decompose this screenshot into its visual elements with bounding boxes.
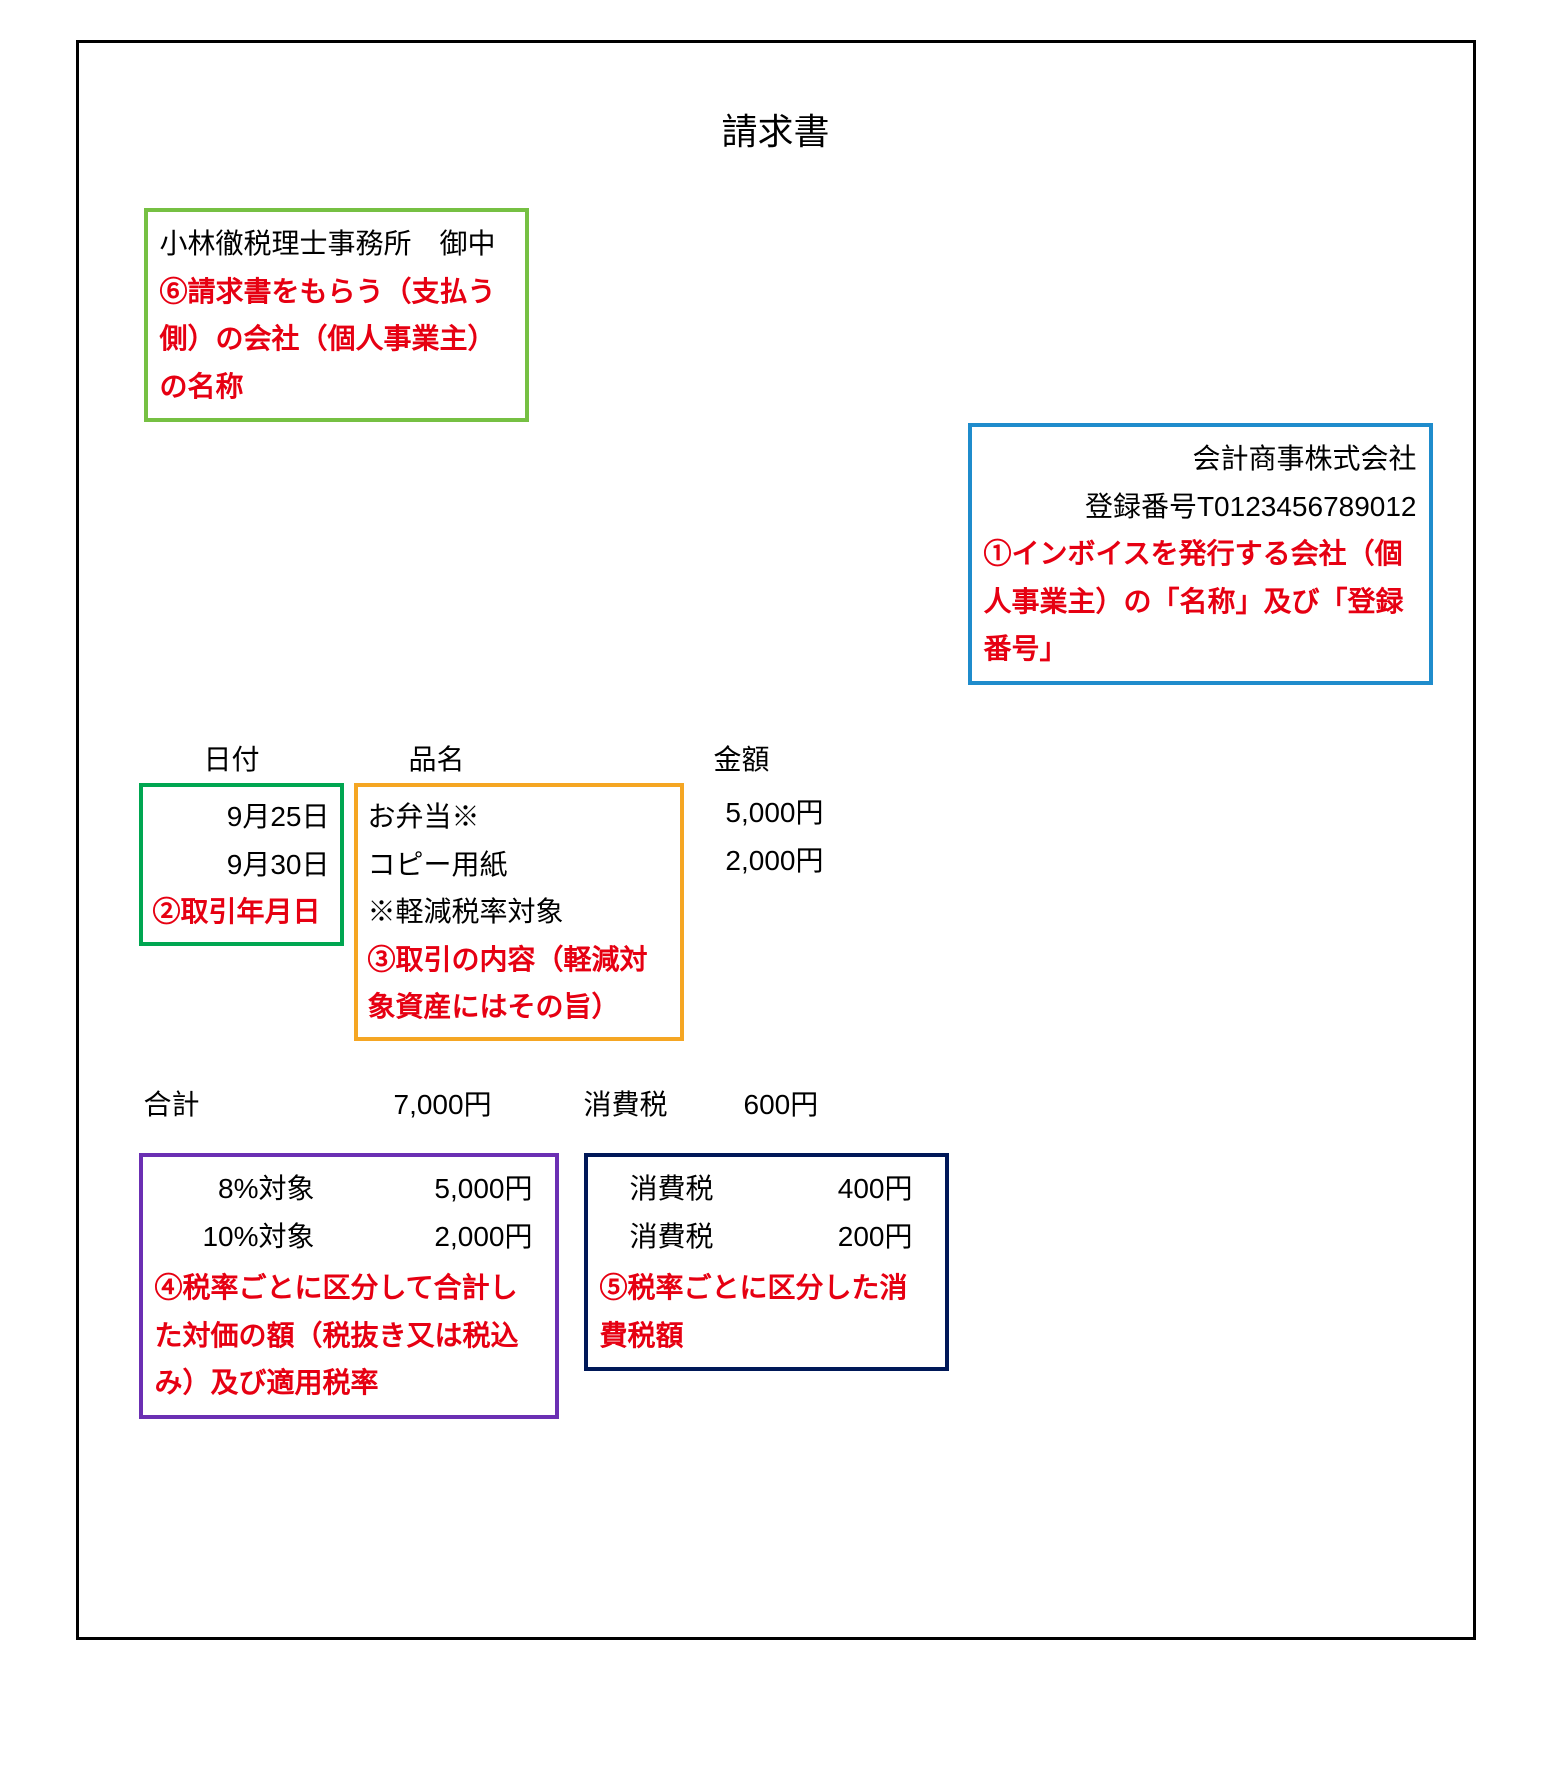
amount-row2: 2,000円 <box>694 837 824 885</box>
rate1-value: 5,000円 <box>403 1165 543 1213</box>
rate2-value: 2,000円 <box>403 1213 543 1261</box>
recipient-box: 小林徹税理士事務所 御中 ⑥請求書をもらう（支払う側）の会社（個人事業主）の名称 <box>144 208 529 422</box>
tax-note: ⑤税率ごとに区分した消費税額 <box>600 1264 933 1359</box>
amounts-column: 5,000円 2,000円 <box>694 789 824 884</box>
item-note: ③取引の内容（軽減対象資産にはその旨） <box>368 936 670 1031</box>
tax-box: 消費税 400円 消費税 200円 ⑤税率ごとに区分した消費税額 <box>584 1153 949 1371</box>
item-row3: ※軽減税率対象 <box>368 888 670 936</box>
tax2-label: 消費税 <box>600 1213 720 1261</box>
header-date: 日付 <box>204 738 260 778</box>
tax-row-1: 消費税 400円 <box>600 1165 933 1213</box>
date-row1: 9月25日 <box>153 793 330 841</box>
header-amount: 金額 <box>714 738 770 778</box>
total-label: 合計 <box>144 1083 200 1123</box>
header-item: 品名 <box>409 738 465 778</box>
issuer-note: ①インボイスを発行する会社（個人事業主）の「名称」及び「登録番号」 <box>984 530 1417 673</box>
rate-row-1: 8%対象 5,000円 <box>155 1165 543 1213</box>
recipient-note: ⑥請求書をもらう（支払う側）の会社（個人事業主）の名称 <box>160 268 513 411</box>
issuer-company: 会計商事株式会社 <box>984 435 1417 483</box>
total-value: 7,000円 <box>394 1083 492 1123</box>
item-box: お弁当※ コピー用紙 ※軽減税率対象 ③取引の内容（軽減対象資産にはその旨） <box>354 783 684 1041</box>
invoice-frame: 請求書 小林徹税理士事務所 御中 ⑥請求書をもらう（支払う側）の会社（個人事業主… <box>76 40 1476 1640</box>
total-tax-label: 消費税 <box>584 1083 668 1123</box>
recipient-name: 小林徹税理士事務所 御中 <box>160 220 513 268</box>
tax1-value: 400円 <box>813 1165 933 1213</box>
item-row2: コピー用紙 <box>368 841 670 889</box>
tax1-label: 消費税 <box>600 1165 720 1213</box>
invoice-title: 請求書 <box>109 103 1443 155</box>
rate-note: ④税率ごとに区分して合計した対価の額（税抜き又は税込み）及び適用税率 <box>155 1264 543 1407</box>
rate2-label: 10%対象 <box>155 1213 315 1261</box>
total-tax-value: 600円 <box>744 1083 819 1123</box>
issuer-regno: 登録番号T0123456789012 <box>984 483 1417 531</box>
item-row1: お弁当※ <box>368 793 670 841</box>
rate1-label: 8%対象 <box>155 1165 315 1213</box>
date-note: ②取引年月日 <box>153 888 330 936</box>
date-box: 9月25日 9月30日 ②取引年月日 <box>139 783 344 946</box>
tax2-value: 200円 <box>813 1213 933 1261</box>
amount-row1: 5,000円 <box>694 789 824 837</box>
issuer-box: 会計商事株式会社 登録番号T0123456789012 ①インボイスを発行する会… <box>968 423 1433 685</box>
rate-row-2: 10%対象 2,000円 <box>155 1213 543 1261</box>
rate-box: 8%対象 5,000円 10%対象 2,000円 ④税率ごとに区分して合計した対… <box>139 1153 559 1419</box>
tax-row-2: 消費税 200円 <box>600 1213 933 1261</box>
date-row2: 9月30日 <box>153 841 330 889</box>
